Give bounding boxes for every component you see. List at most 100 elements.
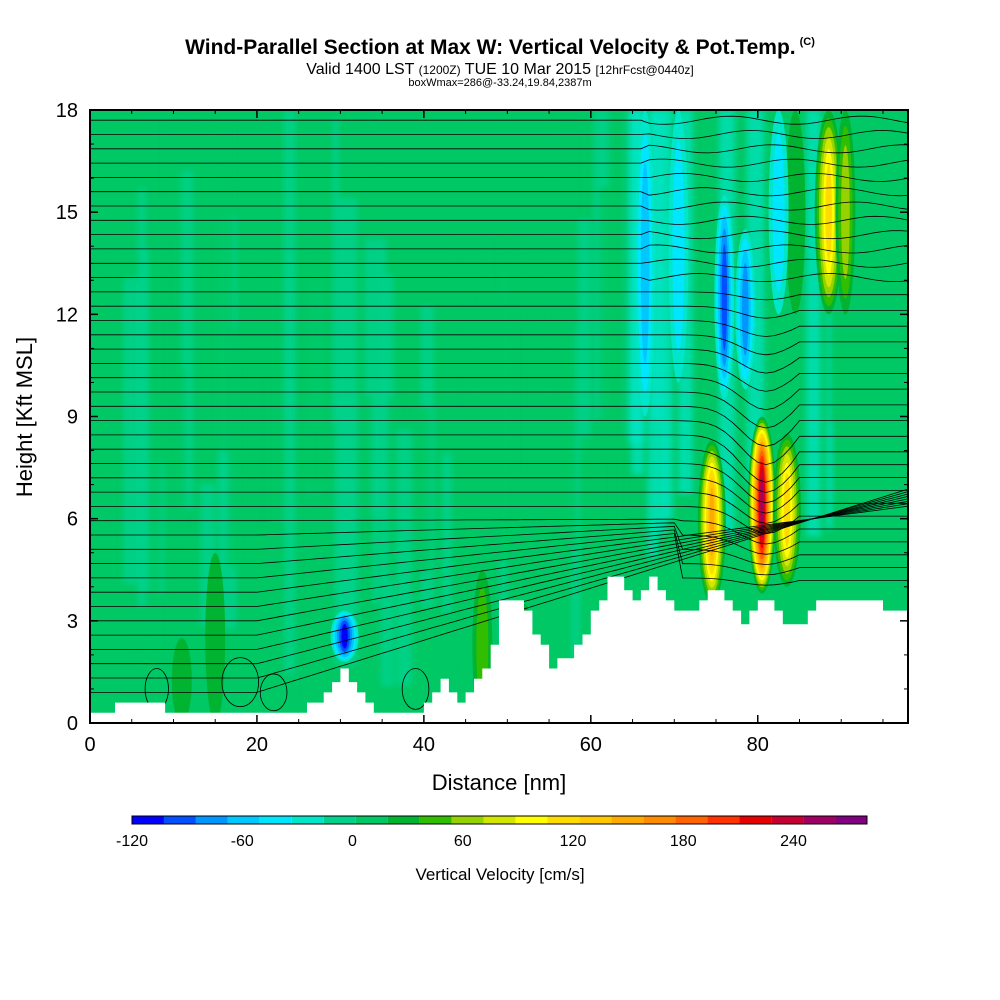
theta-isoline xyxy=(90,187,908,197)
theta-isoline xyxy=(90,477,908,514)
subtitle-fcst: [12hrFcst@0440z] xyxy=(595,63,694,77)
theta-isoline xyxy=(90,201,908,211)
field-streak xyxy=(499,238,515,562)
x-tick-label: 80 xyxy=(747,734,769,756)
y-tick-label: 9 xyxy=(67,407,78,429)
subtitle-date: TUE 10 Mar 2015 xyxy=(464,61,592,78)
field-streak xyxy=(832,110,842,499)
field-streak xyxy=(216,110,234,452)
y-tick-label: 6 xyxy=(67,509,78,531)
field-streak xyxy=(579,436,591,648)
theta-isoline xyxy=(90,506,908,535)
field-streak xyxy=(307,426,329,669)
colorbar-swatch xyxy=(451,816,484,824)
theta-isoline xyxy=(90,420,908,466)
field-streak xyxy=(599,186,613,459)
colorbar-tick-label: 120 xyxy=(560,833,587,850)
colorbar-swatch xyxy=(675,816,708,824)
field-streak xyxy=(557,132,577,549)
colorbar-swatch xyxy=(132,816,164,824)
field-streak xyxy=(442,452,453,613)
field-streak xyxy=(147,398,161,655)
theta-isoline xyxy=(90,491,908,524)
colorbar-swatch xyxy=(707,816,740,824)
colorbar-tick-label: -120 xyxy=(116,833,148,850)
theta-isoline xyxy=(90,522,908,555)
theta-isoline xyxy=(90,503,908,607)
theta-isoline xyxy=(90,305,908,319)
theta-isoline xyxy=(90,215,908,225)
y-tick-label: 15 xyxy=(56,202,78,224)
colorbar-swatch xyxy=(387,816,420,824)
field-streak xyxy=(480,297,504,537)
colorbar-swatch xyxy=(483,816,516,824)
subtitle-valid: Valid 1400 LST xyxy=(306,61,415,78)
field-streak xyxy=(93,272,106,544)
theta-isolines xyxy=(90,115,908,712)
field-streak xyxy=(525,322,544,639)
field-streak xyxy=(747,110,764,486)
chart-subtitle-2: boxWmax=286@-33.24,19.84,2387m xyxy=(408,77,592,89)
theta-isoline xyxy=(401,668,430,710)
theta-isoline xyxy=(90,158,908,168)
field-streak xyxy=(283,110,296,424)
velocity-contour xyxy=(171,637,192,723)
colorbar-swatch xyxy=(195,816,228,824)
theta-isoline xyxy=(90,518,908,545)
theta-isoline xyxy=(90,129,908,140)
field-streak xyxy=(101,110,117,469)
velocity-contour xyxy=(772,133,785,292)
theta-isoline xyxy=(90,144,908,154)
field-streak xyxy=(284,255,296,675)
theta-isoline xyxy=(90,320,908,337)
colorbar-swatch xyxy=(771,816,804,824)
colorbar-swatch xyxy=(227,816,260,824)
theta-isoline xyxy=(90,496,908,650)
colorbar-swatch xyxy=(515,816,548,824)
theta-isoline xyxy=(90,273,908,283)
field-streak xyxy=(396,429,412,686)
velocity-contour xyxy=(825,163,832,262)
y-tick-label: 18 xyxy=(56,100,78,122)
theta-isoline xyxy=(90,377,908,411)
field-streak xyxy=(460,232,471,671)
velocity-contour xyxy=(672,140,685,352)
field-streak xyxy=(332,118,339,425)
x-tick-label: 40 xyxy=(413,734,435,756)
y-axis-label: Height [Kft MSL] xyxy=(12,337,37,497)
x-tick-label: 20 xyxy=(246,734,268,756)
field-streak xyxy=(338,198,358,620)
field-streak xyxy=(260,374,277,704)
colorbar-tick-label: 240 xyxy=(780,833,807,850)
theta-isoline xyxy=(90,391,908,429)
x-axis-label: Distance [nm] xyxy=(432,770,567,795)
y-tick-label: 12 xyxy=(56,304,78,326)
colorbar-swatch xyxy=(643,816,676,824)
theta-isoline xyxy=(259,673,288,712)
field-streak xyxy=(305,193,325,484)
field-streak xyxy=(358,395,372,722)
plot-area xyxy=(90,110,908,723)
colorbar-swatch xyxy=(419,816,452,824)
colorbar-swatch xyxy=(579,816,612,824)
colorbar-swatch xyxy=(291,816,324,824)
field-streak xyxy=(651,110,662,420)
colorbar-tick-label: 180 xyxy=(670,833,697,850)
velocity-contour xyxy=(841,145,850,280)
field-streak xyxy=(413,407,431,573)
terrain-mask xyxy=(90,576,908,723)
colorbar-swatch xyxy=(163,816,196,824)
colorbar-swatch xyxy=(803,816,836,824)
theta-isoline xyxy=(90,529,908,576)
velocity-contour xyxy=(341,623,348,649)
field-streak xyxy=(180,369,186,532)
theta-isoline xyxy=(90,505,908,593)
colorbar-swatch xyxy=(611,816,644,824)
velocity-contour xyxy=(709,487,715,557)
field-streak xyxy=(663,110,673,520)
theta-isoline xyxy=(90,334,908,356)
colorbar-swatch xyxy=(323,816,356,824)
colorbar-swatch xyxy=(835,816,867,824)
colorbar-swatch xyxy=(739,816,772,824)
